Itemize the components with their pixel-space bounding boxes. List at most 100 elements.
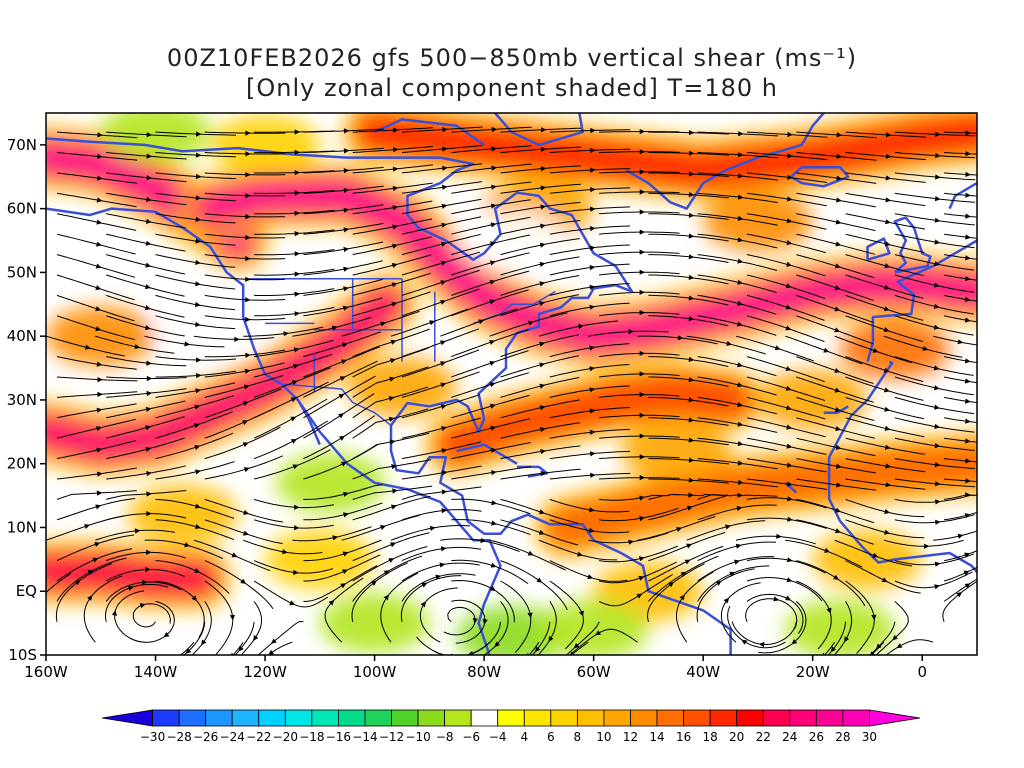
streamline-arrow <box>639 229 646 235</box>
streamline <box>56 274 135 301</box>
streamline <box>303 502 383 521</box>
map-plot-area <box>46 113 977 655</box>
streamline <box>401 269 480 296</box>
streamline <box>253 353 333 378</box>
streamline-arrow <box>679 594 685 601</box>
streamline-arrow <box>688 254 695 260</box>
streamline <box>796 131 877 139</box>
chart-title-line1: 00Z10FEB2026 gfs 500−850mb vertical shea… <box>166 44 858 72</box>
streamline <box>796 498 875 524</box>
streamline-arrow <box>824 547 830 553</box>
streamline-arrow <box>737 421 744 427</box>
streamline-arrow <box>145 240 152 246</box>
streamline <box>565 621 600 655</box>
streamline-arrow <box>726 340 733 346</box>
streamline <box>401 509 482 521</box>
streamline-arrow <box>872 552 879 558</box>
streamline-arrow <box>628 539 634 545</box>
streamline-arrow <box>785 283 792 289</box>
streamline <box>648 172 729 177</box>
streamline <box>451 329 529 358</box>
streamline-arrow <box>342 305 349 311</box>
streamline <box>697 556 775 582</box>
streamline <box>451 289 529 317</box>
lat-tick-label: EQ <box>16 582 37 600</box>
streamline-arrow <box>195 195 202 201</box>
streamline <box>254 209 335 215</box>
streamline <box>746 593 804 634</box>
streamline <box>106 400 186 419</box>
streamline-arrow <box>343 227 350 233</box>
streamline-arrow <box>590 167 596 173</box>
streamline-arrow <box>139 603 146 609</box>
streamline-arrow <box>195 524 201 529</box>
streamline <box>401 417 481 439</box>
streamline-arrow <box>294 210 301 216</box>
streamline-arrow <box>392 224 399 230</box>
streamline <box>500 238 580 256</box>
streamline-arrow <box>440 299 447 305</box>
streamline-arrow <box>390 339 397 345</box>
streamline <box>598 574 673 607</box>
shear-patch-6 <box>757 369 868 430</box>
colorbar-swatch <box>550 709 578 727</box>
streamline <box>894 458 975 470</box>
streamline <box>894 356 974 376</box>
streamline <box>549 472 631 480</box>
streamline-arrow <box>388 416 395 422</box>
streamline <box>204 455 283 480</box>
coastline-14 <box>948 182 977 210</box>
streamline <box>746 517 827 529</box>
streamline <box>303 346 380 378</box>
streamline-arrow <box>489 340 496 345</box>
streamline-arrow <box>95 504 102 510</box>
streamline <box>746 497 827 509</box>
streamline-arrow <box>639 169 646 175</box>
streamline-arrow <box>472 618 478 624</box>
streamline <box>204 254 286 260</box>
streamline-arrow <box>964 552 971 558</box>
streamline <box>686 335 766 355</box>
streamline <box>401 486 482 500</box>
streamline-arrow <box>195 173 202 180</box>
streamline-arrow <box>639 371 645 377</box>
streamline <box>451 418 531 439</box>
streamline <box>254 288 335 296</box>
shear-band-2-level-2 <box>46 291 399 458</box>
streamline <box>352 146 434 153</box>
streamline-arrow <box>774 345 781 351</box>
streamline <box>845 192 926 207</box>
streamline-arrow <box>965 478 971 484</box>
streamline-arrow <box>391 282 398 288</box>
streamline-arrow <box>294 525 300 531</box>
streamline-arrow <box>589 304 596 310</box>
streamline <box>303 539 382 562</box>
streamline-arrow <box>876 643 882 650</box>
streamline-arrow <box>785 325 792 331</box>
streamline-arrow <box>293 347 300 353</box>
streamline-arrow <box>885 175 892 181</box>
streamline-arrow <box>96 426 102 432</box>
streamline <box>401 181 482 194</box>
streamline-arrow <box>884 529 890 535</box>
streamline-arrow <box>391 464 397 470</box>
streamline-arrow <box>244 368 251 374</box>
streamline-arrow <box>540 185 547 191</box>
streamline-arrow <box>429 525 436 531</box>
streamline-arrow <box>539 341 545 347</box>
streamline <box>352 459 432 480</box>
streamline <box>352 127 434 133</box>
streamline-arrow <box>540 204 547 210</box>
streamline <box>292 526 372 542</box>
streamline-arrow <box>688 212 695 218</box>
streamline <box>204 426 281 460</box>
streamline <box>46 335 125 357</box>
streamline <box>500 165 581 174</box>
streamline <box>440 308 518 337</box>
colorbar-swatch <box>630 709 658 727</box>
streamline <box>451 372 530 398</box>
streamline-arrow <box>639 289 645 295</box>
streamline-arrow <box>725 524 731 530</box>
colorbar-swatch <box>152 709 180 727</box>
streamline-arrow <box>421 582 428 588</box>
